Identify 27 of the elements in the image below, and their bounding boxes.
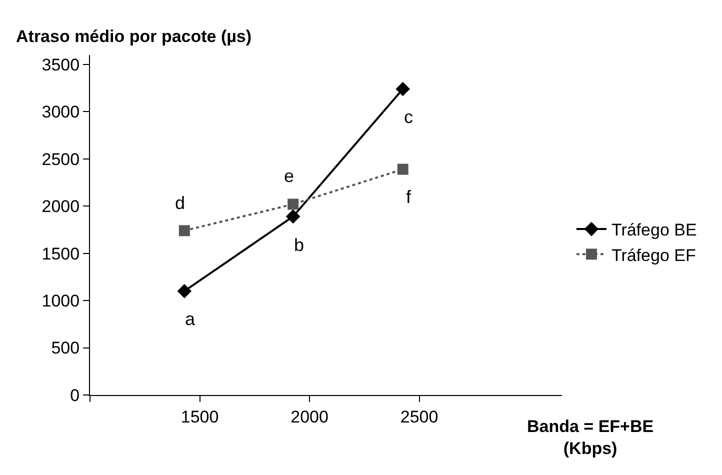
y-tick-label: 2000 <box>42 197 80 216</box>
x-tick-label: 2000 <box>290 407 328 426</box>
annotation: f <box>406 187 412 207</box>
point <box>396 82 410 96</box>
point <box>288 198 299 210</box>
legend-label: Tráfego EF <box>611 246 696 265</box>
y-tick-label: 1000 <box>42 292 80 311</box>
annotation: e <box>284 166 294 186</box>
annotation: b <box>294 235 304 255</box>
x-tick-label: 2500 <box>400 407 438 426</box>
point <box>397 164 408 175</box>
x-axis-title: Banda = EF+BE (Kbps) <box>527 417 654 458</box>
y-tick-label: 2500 <box>42 150 80 169</box>
y-axis-title: Atraso médio por pacote (µs) <box>16 27 252 46</box>
y-tick-label: 3000 <box>42 102 80 122</box>
legend-label: Tráfego BE <box>611 220 697 240</box>
annotation: d <box>175 193 186 213</box>
x-tick-label: 1500 <box>180 407 219 426</box>
point <box>178 225 190 236</box>
y-tick-label: 1500 <box>42 244 80 264</box>
annotation: a <box>185 309 196 329</box>
y-tick-label: 500 <box>51 338 80 358</box>
y-tick-label: 0 <box>70 386 80 405</box>
y-tick-label: 3500 <box>42 55 80 74</box>
point <box>177 284 192 298</box>
point <box>286 209 300 224</box>
annotation: c <box>404 107 413 127</box>
